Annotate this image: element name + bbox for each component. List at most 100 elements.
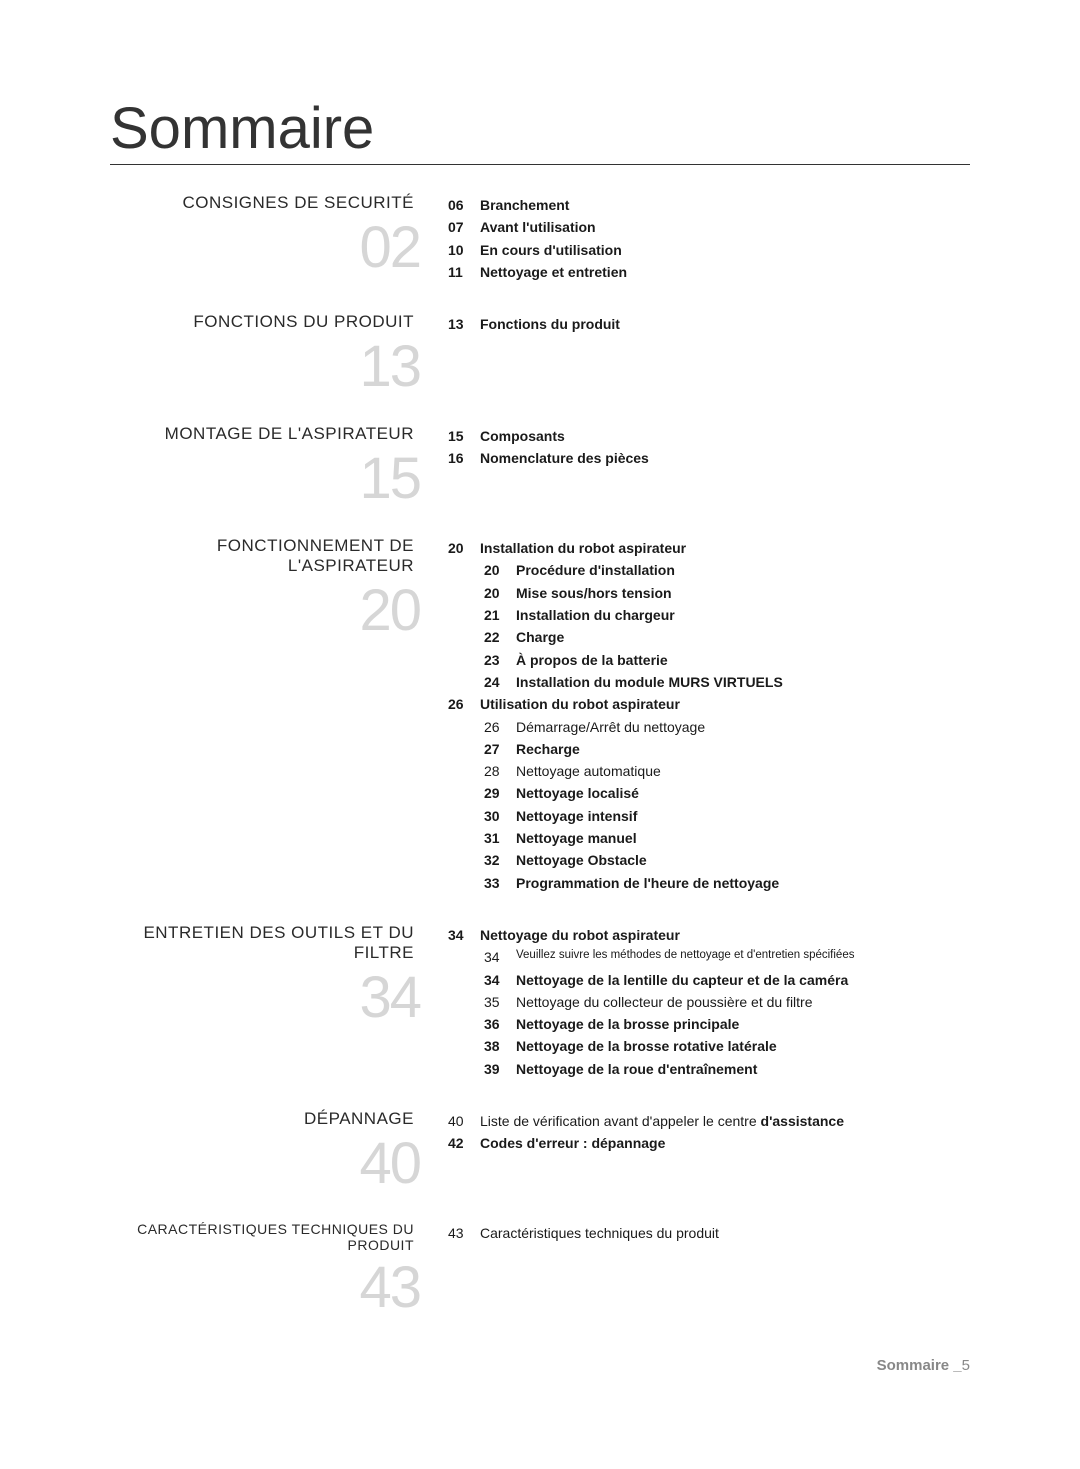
entry-page: 27	[484, 739, 516, 759]
section-left: CONSIGNES DE SECURITÉ 02	[110, 193, 420, 277]
entry-label: Installation du robot aspirateur	[480, 538, 686, 558]
entry-label: Nettoyage du collecteur de poussière et …	[516, 992, 813, 1012]
entry-page: 30	[484, 806, 516, 826]
entry-label: Installation du chargeur	[516, 605, 675, 625]
entry-label: Nettoyage de la roue d'entraînement	[516, 1059, 757, 1079]
toc-section: DÉPANNAGE4040 Liste de vérification avant…	[110, 1109, 970, 1193]
entry-label: Utilisation du robot aspirateur	[480, 694, 680, 714]
sub-list: 20Procédure d'installation20Mise sous/ho…	[448, 560, 970, 692]
toc-section: FONCTIONS DU PRODUIT1313Fonctions du pro…	[110, 312, 970, 396]
toc-entry: 43Caractéristiques techniques du produit	[448, 1223, 970, 1243]
entry-page: 11	[448, 262, 480, 282]
toc-entry: 28Nettoyage automatique	[484, 761, 970, 781]
toc-section: ENTRETIEN DES OUTILS ET DU FILTRE3434Net…	[110, 923, 970, 1081]
entry-label: Avant l'utilisation	[480, 217, 596, 237]
entry-page: 07	[448, 217, 480, 237]
entry-label: Recharge	[516, 739, 580, 759]
toc-section: MONTAGE DE L'ASPIRATEUR1515Composants16N…	[110, 424, 970, 508]
toc-entry: 20Procédure d'installation	[484, 560, 970, 580]
entry-label: Nomenclature des pièces	[480, 448, 649, 468]
entry-page: 13	[448, 314, 480, 334]
toc-page: Sommaire CONSIGNES DE SECURITÉ 02 06Branch…	[0, 0, 1080, 1434]
entry-label: Mise sous/hors tension	[516, 583, 672, 603]
entry-page: 42	[448, 1133, 480, 1153]
section-number: 13	[110, 338, 420, 396]
entry-page: 35	[484, 992, 516, 1012]
section-number: 02	[110, 219, 420, 277]
section-heading: CARACTÉRISTIQUES TECHNIQUES DU PRODUIT	[110, 1221, 420, 1253]
entry-label: Caractéristiques techniques du produit	[480, 1223, 719, 1243]
toc-entry: 27Recharge	[484, 739, 970, 759]
entry-page: 06	[448, 195, 480, 215]
entry-label: Fonctions du produit	[480, 314, 620, 334]
toc-entry: 32Nettoyage Obstacle	[484, 850, 970, 870]
toc-section: FONCTIONNEMENT DE L'ASPIRATEUR2020Instal…	[110, 536, 970, 895]
entry-page: 34	[484, 947, 516, 967]
entry-label: Nettoyage localisé	[516, 783, 639, 803]
toc-section: CONSIGNES DE SECURITÉ 02 06Branchement07Av…	[110, 193, 970, 284]
entry-page: 23	[484, 650, 516, 670]
entry-page: 43	[448, 1223, 480, 1243]
toc-entry: 26Utilisation du robot aspirateur	[448, 694, 970, 714]
entry-page: 33	[484, 873, 516, 893]
entry-page: 39	[484, 1059, 516, 1079]
section-left: DÉPANNAGE40	[110, 1109, 420, 1193]
toc-entry: 06Branchement	[448, 195, 970, 215]
entry-label: Installation du module MURS VIRTUELS	[516, 672, 783, 692]
toc-entry: 26Démarrage/Arrêt du nettoyage	[484, 717, 970, 737]
entry-label: En cours d'utilisation	[480, 240, 622, 260]
section-number: 40	[110, 1135, 420, 1193]
entry-page: 32	[484, 850, 516, 870]
entry-label: Branchement	[480, 195, 569, 215]
entry-page: 31	[484, 828, 516, 848]
section-heading: FONCTIONNEMENT DE L'ASPIRATEUR	[110, 536, 420, 576]
entry-label: Nettoyage du robot aspirateur	[480, 925, 680, 945]
section-left: MONTAGE DE L'ASPIRATEUR15	[110, 424, 420, 508]
entry-label: Nettoyage intensif	[516, 806, 637, 826]
section-right: 34Nettoyage du robot aspirateur34Veuille…	[420, 923, 970, 1081]
section-left: FONCTIONS DU PRODUIT13	[110, 312, 420, 396]
entry-page: 36	[484, 1014, 516, 1034]
toc-entry: 22Charge	[484, 627, 970, 647]
toc-entry: 20Installation du robot aspirateur	[448, 538, 970, 558]
entry-page: 10	[448, 240, 480, 260]
entry-label: Composants	[480, 426, 565, 446]
toc-entry: 24Installation du module MURS VIRTUELS	[484, 672, 970, 692]
entry-label: Liste de vérification avant d'appeler le…	[480, 1111, 844, 1131]
entry-page: 28	[484, 761, 516, 781]
toc-entry: 34Nettoyage du robot aspirateur	[448, 925, 970, 945]
section-heading: MONTAGE DE L'ASPIRATEUR	[110, 424, 420, 444]
section-right: 43Caractéristiques techniques du produit	[420, 1221, 970, 1245]
entry-label: À propos de la batterie	[516, 650, 668, 670]
entry-label: Nettoyage automatique	[516, 761, 661, 781]
entry-page: 34	[484, 970, 516, 990]
toc-entry: 20Mise sous/hors tension	[484, 583, 970, 603]
entry-label: Veuillez suivre les méthodes de nettoyag…	[516, 947, 854, 964]
toc-entry: 29Nettoyage localisé	[484, 783, 970, 803]
toc-entry: 11Nettoyage et entretien	[448, 262, 970, 282]
entry-page: 20	[484, 560, 516, 580]
toc-entry: 23À propos de la batterie	[484, 650, 970, 670]
entry-label: Procédure d'installation	[516, 560, 675, 580]
entry-page: 21	[484, 605, 516, 625]
toc-entry: 33Programmation de l'heure de nettoyage	[484, 873, 970, 893]
sub-list: 34Veuillez suivre les méthodes de nettoy…	[448, 947, 970, 1079]
toc-entry: 42Codes d'erreur : dépannage	[448, 1133, 970, 1153]
entry-label: Nettoyage de la brosse principale	[516, 1014, 739, 1034]
entry-label: Programmation de l'heure de nettoyage	[516, 873, 779, 893]
toc-entry: 36Nettoyage de la brosse principale	[484, 1014, 970, 1034]
section-heading: CONSIGNES DE SECURITÉ	[110, 193, 420, 213]
entry-page: 29	[484, 783, 516, 803]
footer-page: 5	[962, 1357, 970, 1374]
toc-entry: 21Installation du chargeur	[484, 605, 970, 625]
entry-label: Nettoyage Obstacle	[516, 850, 647, 870]
entry-label: Nettoyage de la brosse rotative latérale	[516, 1036, 777, 1056]
entry-page: 34	[448, 925, 480, 945]
toc-entry: 10En cours d'utilisation	[448, 240, 970, 260]
page-title: Sommaire	[110, 100, 970, 165]
entry-page: 20	[448, 538, 480, 558]
entry-label: Codes d'erreur : dépannage	[480, 1133, 665, 1153]
section-right: 20Installation du robot aspirateur20Proc…	[420, 536, 970, 895]
entry-label: Charge	[516, 627, 564, 647]
section-number: 20	[110, 582, 420, 640]
